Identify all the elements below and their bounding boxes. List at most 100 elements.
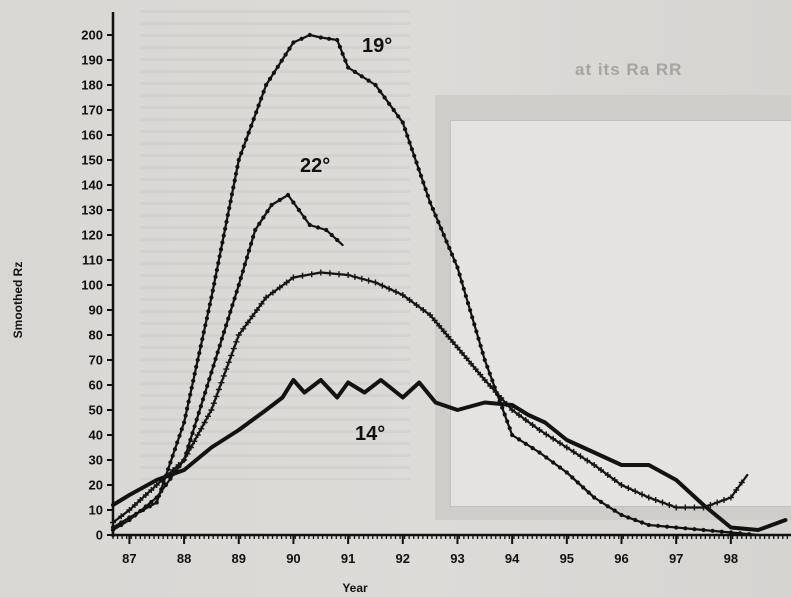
series-label-14: 14° <box>355 423 385 445</box>
y-tick-label: 20 <box>89 478 103 493</box>
series-point <box>584 457 591 464</box>
y-tick-label: 60 <box>89 378 103 393</box>
series-0 <box>110 32 760 537</box>
series-point <box>225 212 230 218</box>
series-point <box>412 153 417 158</box>
series-point <box>498 395 505 401</box>
series-point <box>386 285 393 292</box>
series-point <box>183 413 188 418</box>
series-point <box>170 453 175 458</box>
series-point <box>433 213 438 218</box>
series-point <box>216 261 221 266</box>
series-point <box>619 512 624 518</box>
series-point <box>168 460 173 465</box>
series-point <box>377 89 383 94</box>
series-point <box>598 499 604 504</box>
series-point <box>400 120 405 125</box>
series-point <box>154 500 159 505</box>
series-point <box>271 70 276 75</box>
series-point <box>249 123 254 128</box>
series-point <box>177 433 182 438</box>
series-point <box>557 440 563 447</box>
series-point <box>197 351 202 356</box>
background-panel-frame <box>450 120 791 507</box>
x-tick-label: 98 <box>724 551 738 566</box>
series-point <box>409 147 414 152</box>
series-point <box>470 315 475 320</box>
series-point <box>507 426 512 431</box>
series-point <box>228 352 235 359</box>
series-point <box>187 444 194 451</box>
series-point <box>747 532 752 537</box>
series-point <box>246 248 252 253</box>
series-point <box>358 275 365 282</box>
y-tick-label: 40 <box>89 428 103 443</box>
series-point <box>221 233 226 238</box>
series-point <box>204 316 209 321</box>
series-point <box>461 286 466 291</box>
series-point <box>639 491 645 498</box>
series-point <box>181 457 188 463</box>
x-tick-label: 91 <box>341 551 355 566</box>
series-point <box>682 504 689 511</box>
series-point <box>529 422 536 428</box>
series-point <box>449 252 455 257</box>
series-point <box>233 338 240 345</box>
y-tick-label: 80 <box>89 328 103 343</box>
series-point <box>296 207 301 213</box>
series-point <box>359 74 364 79</box>
series-point <box>611 477 618 483</box>
series-point <box>138 508 143 514</box>
y-tick-label: 0 <box>96 528 103 543</box>
series-point <box>209 295 214 300</box>
y-tick-label: 10 <box>89 503 103 518</box>
series-point <box>406 297 413 303</box>
series-point <box>194 364 199 369</box>
series-point <box>227 206 232 211</box>
series-point <box>215 386 222 393</box>
x-tick-label: 97 <box>669 551 683 566</box>
series-point <box>213 393 220 400</box>
series-point <box>474 329 479 334</box>
series-point <box>175 462 182 468</box>
series-point <box>482 357 487 363</box>
series-point <box>591 462 598 468</box>
series-point <box>581 485 586 490</box>
series-point <box>230 303 235 308</box>
y-axis-title: Smoothed Rz <box>11 262 25 339</box>
x-tick-label: 95 <box>560 551 574 566</box>
series-point <box>604 472 611 478</box>
series-point <box>142 492 149 498</box>
series-point <box>509 432 515 438</box>
series-point <box>336 271 342 278</box>
series-2 <box>110 269 749 526</box>
series-point <box>217 343 222 348</box>
series-point <box>714 499 721 506</box>
series-point <box>308 271 315 278</box>
y-tick-label: 140 <box>81 178 103 193</box>
series-point <box>382 95 387 100</box>
series-point <box>235 164 240 169</box>
series-point <box>236 282 241 288</box>
series-point <box>427 312 434 318</box>
series-point <box>264 82 269 88</box>
series-point <box>148 487 155 493</box>
series-point <box>447 245 452 251</box>
series-point <box>351 273 358 280</box>
series-point <box>537 450 542 455</box>
y-tick-label: 50 <box>89 403 103 418</box>
series-point <box>575 480 580 485</box>
series-point <box>418 173 424 178</box>
series-point <box>251 117 256 122</box>
series-point <box>233 171 239 176</box>
series-point <box>476 336 481 341</box>
series-point <box>430 206 435 212</box>
series-point <box>244 137 249 142</box>
series-point <box>372 279 379 286</box>
series-point <box>175 440 180 445</box>
series-point <box>254 110 259 115</box>
x-tick-label: 88 <box>177 551 191 566</box>
series-point <box>605 504 610 509</box>
chart-labels: Year Smoothed Rz 19° 22° 14° <box>11 35 392 595</box>
series-point <box>242 262 247 267</box>
